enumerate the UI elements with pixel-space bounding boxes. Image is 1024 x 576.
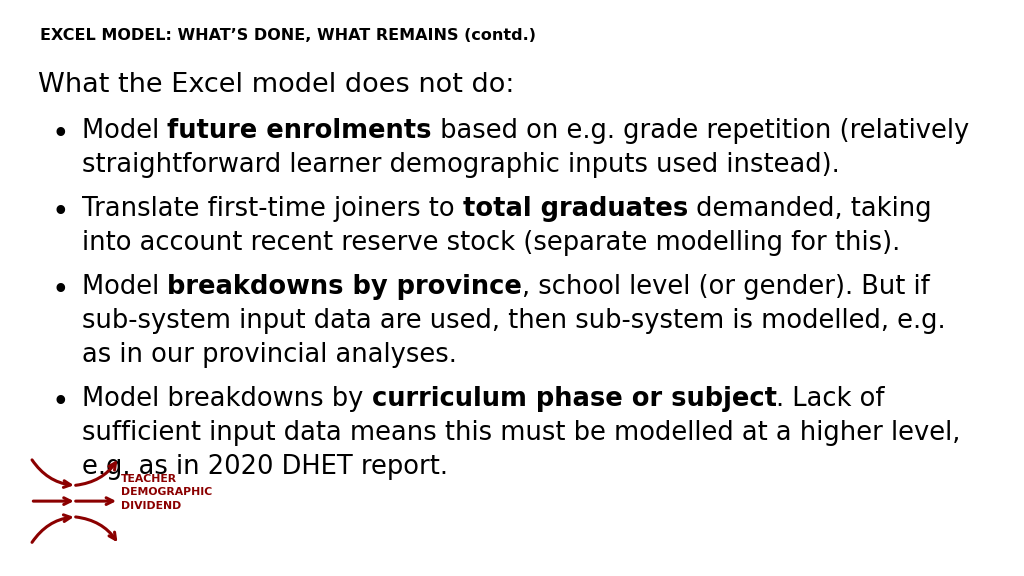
Text: Model: Model xyxy=(82,118,167,144)
Text: demanded, taking: demanded, taking xyxy=(688,196,932,222)
Text: •: • xyxy=(51,388,69,417)
Text: Translate first-time joiners to: Translate first-time joiners to xyxy=(82,196,463,222)
Text: EXCEL MODEL: WHAT’S DONE, WHAT REMAINS (contd.): EXCEL MODEL: WHAT’S DONE, WHAT REMAINS (… xyxy=(40,28,536,43)
Text: sufficient input data means this must be modelled at a higher level,: sufficient input data means this must be… xyxy=(82,420,961,446)
Text: . Lack of: . Lack of xyxy=(776,386,885,412)
Text: •: • xyxy=(51,276,69,305)
Text: future enrolments: future enrolments xyxy=(167,118,432,144)
Text: What the Excel model does not do:: What the Excel model does not do: xyxy=(38,72,514,98)
Text: curriculum phase or subject: curriculum phase or subject xyxy=(372,386,776,412)
Text: into account recent reserve stock (separate modelling for this).: into account recent reserve stock (separ… xyxy=(82,230,900,256)
Text: total graduates: total graduates xyxy=(463,196,688,222)
Text: sub-system input data are used, then sub-system is modelled, e.g.: sub-system input data are used, then sub… xyxy=(82,308,945,334)
Text: , school level (or gender). But if: , school level (or gender). But if xyxy=(522,274,930,300)
Text: based on e.g. grade repetition (relatively: based on e.g. grade repetition (relative… xyxy=(432,118,969,144)
Text: •: • xyxy=(51,120,69,149)
Text: as in our provincial analyses.: as in our provincial analyses. xyxy=(82,342,457,368)
Text: breakdowns by province: breakdowns by province xyxy=(167,274,522,300)
Text: straightforward learner demographic inputs used instead).: straightforward learner demographic inpu… xyxy=(82,152,840,178)
Text: Model: Model xyxy=(82,274,167,300)
Text: e.g. as in 2020 DHET report.: e.g. as in 2020 DHET report. xyxy=(82,454,449,480)
Text: TEACHER
DEMOGRAPHIC
DIVIDEND: TEACHER DEMOGRAPHIC DIVIDEND xyxy=(121,474,212,511)
Text: Model breakdowns by: Model breakdowns by xyxy=(82,386,372,412)
Text: •: • xyxy=(51,198,69,227)
